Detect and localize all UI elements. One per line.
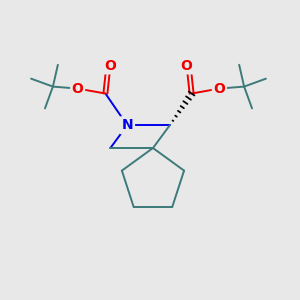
Text: O: O [72,82,84,96]
Text: O: O [213,82,225,96]
Text: N: N [122,118,133,132]
Text: O: O [104,59,116,73]
Text: O: O [181,59,193,73]
